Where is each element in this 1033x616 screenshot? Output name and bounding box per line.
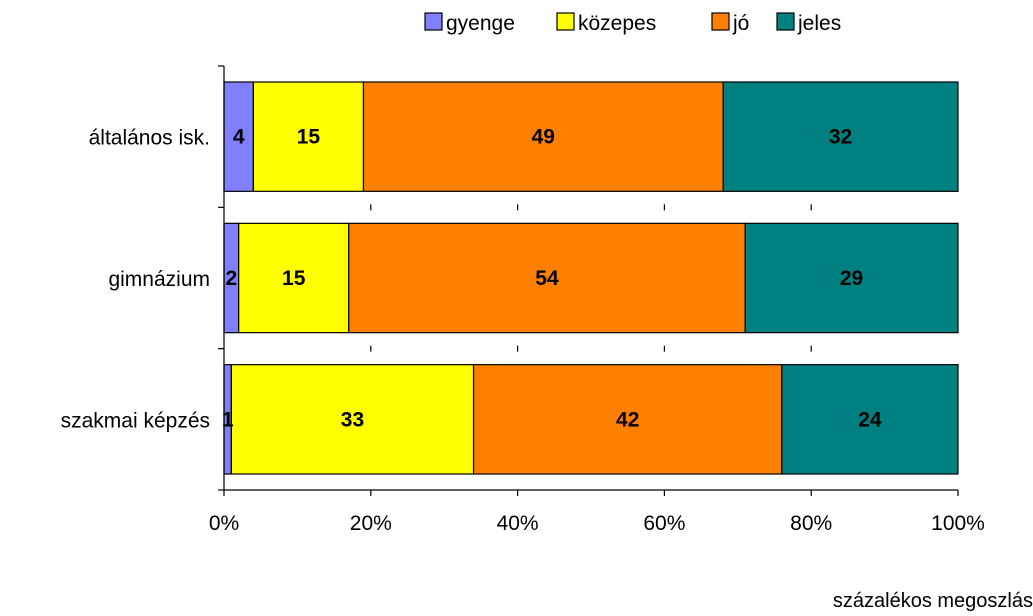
legend-label-2: közepes (578, 12, 656, 35)
legend-label-4: jeles (797, 12, 841, 35)
bar-jó-2 (348, 222, 746, 334)
x-tick-label-2: 20% (350, 512, 392, 535)
legend-swatch-4 (776, 12, 795, 31)
category-label-2: gimnázium (108, 268, 210, 291)
bar-jeles-2 (744, 222, 959, 334)
bar-jeles-1 (722, 81, 959, 192)
data-label-közepes-2: 15 (282, 267, 306, 290)
data-label-gyenge-3: 1 (222, 408, 234, 431)
category-label-3: szakmai képzés (61, 409, 210, 432)
data-label-jó-1: 49 (532, 126, 555, 149)
legend-swatch-3 (711, 12, 730, 31)
x-tick-label-3: 40% (497, 512, 539, 535)
data-label-jó-2: 54 (535, 267, 559, 290)
bar-jó-1 (362, 81, 724, 192)
data-label-gyenge-1: 4 (233, 126, 245, 149)
legend-swatch-1 (424, 12, 443, 31)
bar-jó-3 (472, 364, 783, 475)
bar-jeles-3 (781, 364, 959, 475)
data-label-jeles-1: 32 (829, 126, 852, 149)
data-label-jeles-3: 24 (858, 408, 882, 431)
legend-swatch-2 (556, 12, 575, 31)
bar-közepes-3 (230, 364, 475, 475)
x-tick-label-5: 80% (790, 512, 832, 535)
x-tick-label-4: 60% (643, 512, 685, 535)
x-tick-label-1: 0% (209, 512, 239, 535)
x-axis-title: százalékos megoszlás (833, 590, 1033, 612)
legend: gyenge közepes jó jeles (424, 12, 841, 35)
data-label-gyenge-2: 2 (225, 267, 237, 290)
legend-label-3: jó (732, 12, 749, 35)
data-label-közepes-1: 15 (297, 126, 321, 149)
axes: 0% 20% 40% 60% 80% 100% (209, 65, 985, 535)
bar-közepes-1 (252, 81, 365, 192)
bar-közepes-2 (238, 222, 350, 334)
labels: 4 15 49 32 általános isk. 2 15 54 29 gimnázium 1 33… (61, 126, 882, 433)
category-label-1: általános isk. (89, 127, 210, 150)
legend-label-1: gyenge (446, 12, 515, 35)
data-label-közepes-3: 33 (341, 408, 364, 431)
data-label-jeles-2: 29 (840, 267, 863, 290)
bars (223, 81, 959, 475)
data-label-jó-3: 42 (616, 408, 639, 431)
x-tick-label-6: 100% (931, 512, 985, 535)
